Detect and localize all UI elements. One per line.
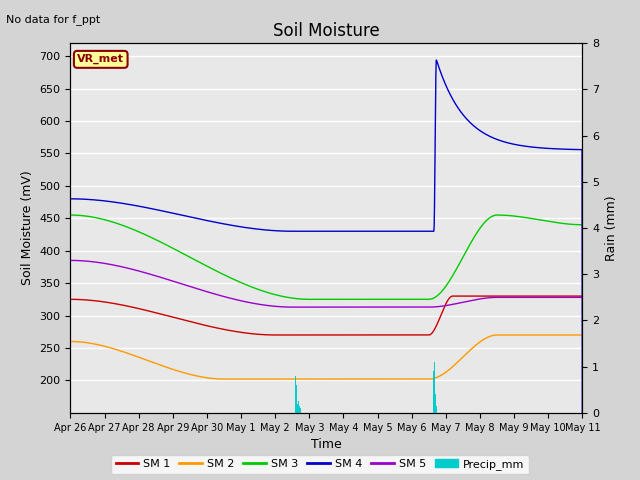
Y-axis label: Soil Moisture (mV): Soil Moisture (mV) [21,170,34,286]
Title: Soil Moisture: Soil Moisture [273,22,380,40]
Y-axis label: Rain (mm): Rain (mm) [605,195,618,261]
X-axis label: Time: Time [311,438,342,451]
Text: VR_met: VR_met [77,54,124,64]
Text: No data for f_ppt: No data for f_ppt [6,14,100,25]
Legend: SM 1, SM 2, SM 3, SM 4, SM 5, Precip_mm: SM 1, SM 2, SM 3, SM 4, SM 5, Precip_mm [111,455,529,474]
